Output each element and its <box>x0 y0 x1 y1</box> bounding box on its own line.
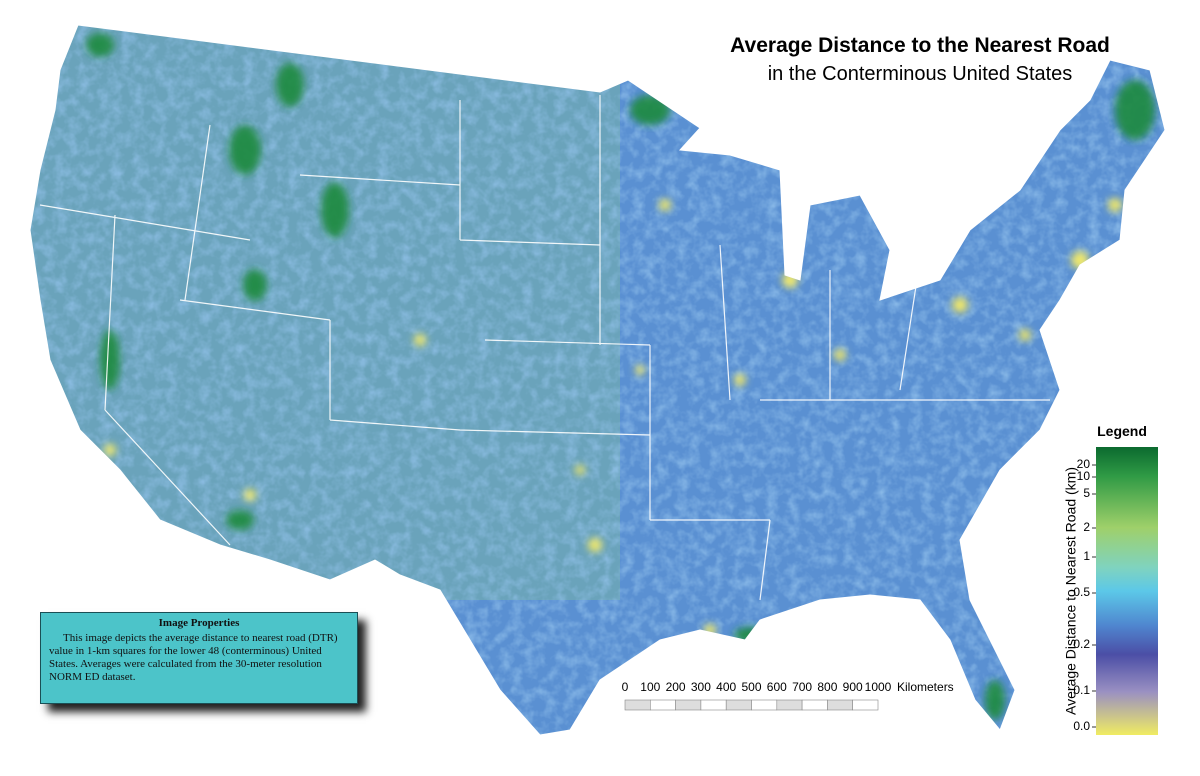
scale-label: 800 <box>817 680 837 694</box>
scale-label: 600 <box>767 680 787 694</box>
scale-unit: Kilometers <box>897 680 954 694</box>
legend-tick-label: 5 <box>1083 486 1090 500</box>
legend-tick-label: 0.5 <box>1073 585 1090 599</box>
legend-tick-label: 0.0 <box>1073 719 1090 733</box>
legend-tick-label: 10 <box>1077 469 1091 483</box>
scale-label: 400 <box>716 680 736 694</box>
scale-label: 300 <box>691 680 711 694</box>
scale-label: 100 <box>640 680 660 694</box>
scale-bar: 0 100 200 300 400 500 600 700 800 900 1000 Kilomete… <box>622 680 954 711</box>
legend-colorbar <box>1096 447 1158 735</box>
legend-tick-label: 0.2 <box>1073 637 1090 651</box>
info-box: Image Properties This image depicts the … <box>40 612 358 704</box>
scale-segment <box>675 699 702 711</box>
info-text: This image depicts the average distance … <box>49 632 338 683</box>
legend-tick-label: 2 <box>1083 520 1090 534</box>
legend-tick-label: 20 <box>1077 457 1091 471</box>
scale-segment <box>852 699 879 711</box>
info-title: Image Properties <box>158 617 240 629</box>
legend-label: Average Distance to Nearest Road (km) <box>1063 467 1079 715</box>
scale-segment <box>751 699 778 711</box>
scale-segment <box>725 699 752 711</box>
scale-segment <box>624 699 651 711</box>
scale-label: 700 <box>792 680 812 694</box>
subtitle: in the Conterminous United States <box>768 63 1073 85</box>
scale-segment <box>801 699 828 711</box>
scale-label: 500 <box>741 680 761 694</box>
scale-segment <box>827 699 854 711</box>
scale-segment <box>649 699 676 711</box>
scale-label: 0 <box>622 680 629 694</box>
scale-segment <box>776 699 803 711</box>
legend-title: Legend <box>1097 423 1147 439</box>
scale-label: 1000 <box>865 680 892 694</box>
legend-tick-label: 0.1 <box>1073 683 1090 697</box>
scale-segment <box>700 699 727 711</box>
legend-tick-label: 1 <box>1083 549 1090 563</box>
title: Average Distance to the Nearest Road <box>730 34 1110 57</box>
scale-label: 200 <box>666 680 686 694</box>
scale-label: 900 <box>843 680 863 694</box>
